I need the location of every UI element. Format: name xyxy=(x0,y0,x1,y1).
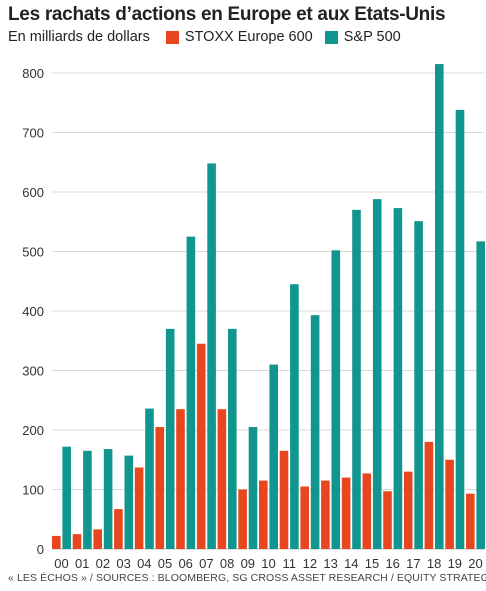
chart-title: Les rachats d’actions en Europe et aux E… xyxy=(8,4,446,25)
unit-label: En milliards de dollars xyxy=(8,29,150,45)
x-tick-label: 02 xyxy=(96,556,110,571)
bar-us xyxy=(476,241,485,549)
bar-europe xyxy=(52,535,61,549)
bar-europe xyxy=(155,427,165,549)
bar-us xyxy=(186,236,196,549)
bar-us xyxy=(290,284,299,549)
bar-europe xyxy=(93,529,102,549)
x-tick-label: 12 xyxy=(303,556,317,571)
y-tick-label: 800 xyxy=(22,66,44,81)
x-tick-label: 14 xyxy=(344,556,358,571)
bar-europe xyxy=(279,450,289,549)
bar-europe xyxy=(466,493,475,549)
bar-us xyxy=(207,163,216,549)
y-tick-label: 200 xyxy=(22,423,44,438)
gridlines xyxy=(52,72,484,550)
bar-europe xyxy=(196,343,206,549)
x-tick-label: 19 xyxy=(448,556,462,571)
bar-us xyxy=(372,199,382,549)
bar-europe xyxy=(362,473,372,549)
bar-us xyxy=(165,328,175,549)
bar-us xyxy=(124,455,134,549)
x-tick-label: 05 xyxy=(158,556,172,571)
bar-us xyxy=(83,450,92,549)
x-tick-label: 09 xyxy=(241,556,255,571)
x-tick-label: 17 xyxy=(406,556,420,571)
bar-us xyxy=(228,328,237,549)
bar-us xyxy=(414,221,423,549)
x-tick-label: 10 xyxy=(261,556,275,571)
y-tick-label: 400 xyxy=(22,304,44,319)
bar-us xyxy=(455,109,465,549)
legend-item-us: S&P 500 xyxy=(324,29,401,45)
bar-europe xyxy=(72,534,82,549)
bar-europe xyxy=(321,480,330,549)
bar-europe xyxy=(217,409,227,549)
source-note: « LES ÉCHOS » / SOURCES : BLOOMBERG, SG … xyxy=(8,572,486,584)
bar-europe xyxy=(445,459,454,549)
y-tick-label: 300 xyxy=(22,364,44,379)
x-tick-label: 13 xyxy=(323,556,337,571)
bar-europe xyxy=(403,471,413,549)
x-tick-label: 08 xyxy=(220,556,234,571)
x-tick-label: 20 xyxy=(468,556,482,571)
y-tick-label: 700 xyxy=(22,126,44,141)
bar-europe xyxy=(134,467,144,549)
x-tick-label: 01 xyxy=(75,556,89,571)
bar-us xyxy=(352,209,361,549)
x-tick-label: 15 xyxy=(365,556,379,571)
legend-item-europe: STOXX Europe 600 xyxy=(165,29,313,45)
bar-us xyxy=(103,449,113,549)
bar-europe xyxy=(259,480,268,549)
y-tick-label: 500 xyxy=(22,245,44,260)
x-tick-label: 00 xyxy=(54,556,68,571)
y-axis-ticks: 0 100 200 300 400 500 600 700 800 xyxy=(22,66,44,557)
bar-europe xyxy=(238,489,247,549)
bar-us xyxy=(145,408,154,549)
bar-europe xyxy=(341,477,351,549)
bar-us xyxy=(62,446,71,549)
x-axis-ticks: 00 01 02 03 04 05 06 07 08 09 10 11 12 13 14 15 16 17 18 19… xyxy=(54,556,482,571)
y-tick-label: 0 xyxy=(37,542,44,557)
bar-europe xyxy=(424,441,434,549)
bar-us xyxy=(393,208,403,549)
bar-us xyxy=(248,427,258,549)
y-tick-label: 100 xyxy=(22,483,44,498)
legend: En milliards de dollars STOXX Europe 600… xyxy=(8,29,401,45)
legend-label-europe: STOXX Europe 600 xyxy=(184,29,313,45)
x-tick-label: 04 xyxy=(137,556,151,571)
y-tick-label: 600 xyxy=(22,185,44,200)
bar-europe xyxy=(114,509,123,549)
legend-label-us: S&P 500 xyxy=(343,29,401,45)
bar-europe xyxy=(300,486,309,549)
x-tick-label: 16 xyxy=(385,556,399,571)
bar-us xyxy=(310,315,320,549)
x-tick-label: 06 xyxy=(178,556,192,571)
legend-swatch-us xyxy=(324,30,338,44)
legend-swatch-europe xyxy=(165,30,179,44)
x-tick-label: 03 xyxy=(116,556,130,571)
bar-europe xyxy=(383,491,392,549)
bar-europe xyxy=(176,409,185,549)
bar-us xyxy=(435,64,444,549)
x-tick-label: 07 xyxy=(199,556,213,571)
x-tick-label: 18 xyxy=(427,556,441,571)
x-tick-label: 11 xyxy=(282,556,296,571)
bar-us xyxy=(331,250,341,549)
bar-us xyxy=(269,364,278,549)
bars xyxy=(52,64,485,549)
